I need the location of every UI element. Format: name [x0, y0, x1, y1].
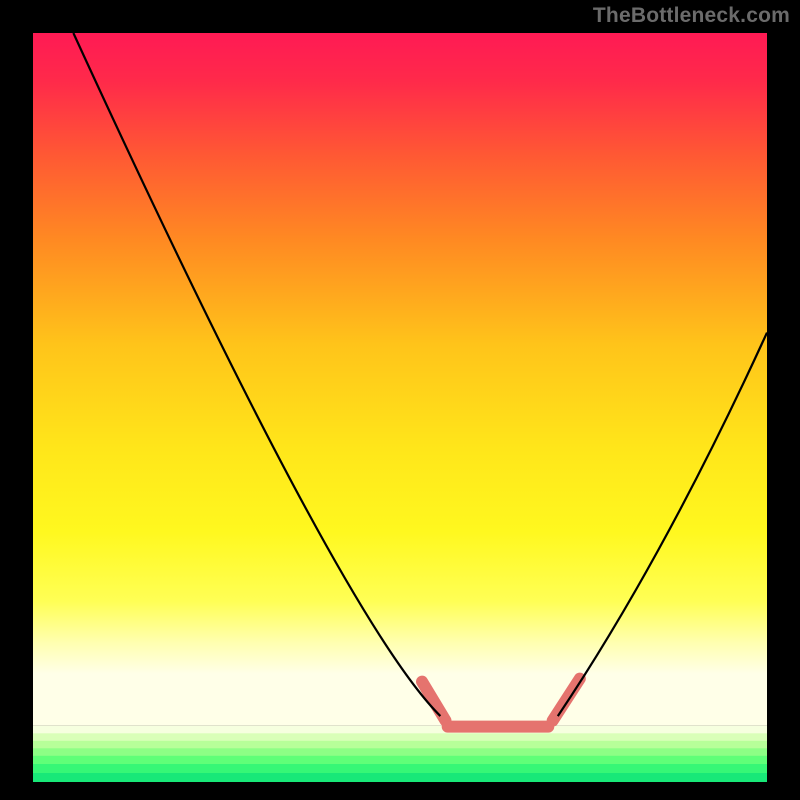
chart-stage: TheBottleneck.com	[0, 0, 800, 800]
bottleneck-chart	[0, 0, 800, 800]
watermark-text: TheBottleneck.com	[593, 4, 790, 28]
